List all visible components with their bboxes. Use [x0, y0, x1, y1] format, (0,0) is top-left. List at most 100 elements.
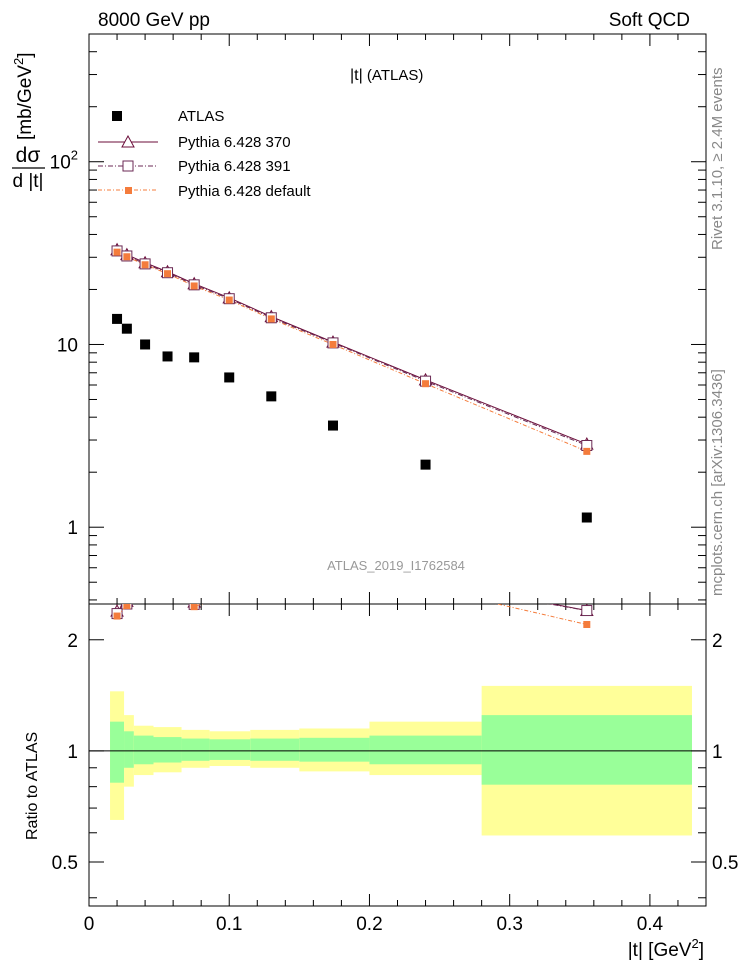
point-mcdefault [141, 261, 149, 269]
ratio-point-mcdefault [164, 580, 171, 587]
point-mcdefault [113, 248, 121, 256]
x-tick-label-0: 0 [84, 914, 95, 935]
main-series [110, 242, 594, 523]
point-atlas [140, 339, 151, 350]
point-mcdefault [123, 253, 131, 261]
ratio-tick-label-2-right: 2 [712, 631, 723, 652]
ratio-band-inner-bin [124, 731, 134, 768]
series-line-mcdefault [116, 251, 588, 452]
x-tick-label-0.1: 0.1 [216, 914, 242, 935]
y-axis-unit: [mb/GeV2] [11, 53, 36, 141]
y-tick-label-100: 102 [50, 148, 78, 174]
ratio-series [110, 574, 594, 628]
y-tick-label-100-base: 10 [50, 153, 71, 174]
ratio-point-mc370 [420, 574, 432, 585]
ratio-point-mc391 [581, 605, 593, 617]
point-atlas [189, 352, 200, 363]
legend-label-atlas: ATLAS [178, 108, 224, 125]
point-atlas [112, 313, 123, 324]
x-axis-title-post: ] [699, 940, 704, 961]
y-axis-unit-post: ] [15, 53, 36, 58]
ratio-band-inner-bin [110, 721, 125, 783]
point-atlas [121, 323, 132, 334]
y-axis-frac-num: dσ [16, 144, 41, 167]
axis-tick-labels: 1 10 102 0.5 1 2 0.5 1 2 0 0.1 0.2 0.3 0… [50, 148, 739, 935]
ratio-point-mc370 [327, 576, 339, 587]
ratio-band-inner-bin [209, 739, 251, 760]
point-atlas [266, 391, 277, 402]
legend-marker-atlas [112, 111, 122, 121]
ratio-line-mc370 [116, 604, 587, 612]
ratio-point-mc391 [421, 577, 431, 587]
ratio-point-mcdefault [190, 604, 198, 611]
point-mcdefault [164, 270, 172, 278]
ratio-band-inner-bin [481, 715, 692, 785]
ratio-point-mcdefault [583, 620, 591, 628]
ratio-tick-label-0.5-left: 0.5 [52, 853, 78, 874]
x-tick-label-0.2: 0.2 [356, 914, 382, 935]
y-axis-frac-den: d |t| [13, 171, 44, 192]
ratio-band-inner-bin [133, 735, 154, 765]
header-left: 8000 GeV pp [98, 10, 210, 31]
ratio-point-mcdefault [142, 586, 149, 593]
y-tick-label-10: 10 [57, 335, 78, 356]
ratio-band-inner-bin [369, 735, 482, 765]
legend-marker-pythia-391 [122, 160, 134, 172]
ratio-tick-label-0.5-right: 0.5 [712, 853, 738, 874]
axis-ticks [88, 33, 707, 906]
ratio-tick-label-2-left: 2 [67, 631, 78, 652]
y-axis-unit-exp: 2 [11, 58, 26, 65]
point-atlas [224, 372, 235, 383]
ratio-band-inner-bin [181, 738, 210, 761]
ratio-tick-label-1-right: 1 [712, 742, 723, 763]
point-mcdefault [190, 282, 198, 290]
ratio-uncertainty-bands [110, 685, 692, 836]
legend: ATLAS Pythia 6.428 370 Pythia 6.428 391 … [98, 108, 311, 200]
ratio-point-mc370 [162, 574, 174, 585]
y-axis-title-ratio: Ratio to ATLAS [24, 732, 41, 840]
point-mcdefault [267, 315, 275, 323]
point-atlas [420, 459, 431, 470]
point-mcdefault [225, 296, 233, 304]
rivet-info: Rivet 3.1.10, ≥ 2.4M events [709, 68, 726, 251]
ratio-point-mc391 [163, 577, 173, 587]
point-atlas [162, 351, 173, 362]
header-right: Soft QCD [609, 10, 690, 31]
plot-title-sub: (ATLAS) [363, 67, 424, 84]
x-axis-title: |t| [GeV2] [628, 936, 704, 961]
point-mcdefault [329, 340, 337, 348]
ratio-line-mc391 [116, 604, 587, 614]
y-tick-label-1: 1 [67, 518, 78, 539]
legend-label-pythia-391: Pythia 6.428 391 [178, 158, 291, 175]
series-line-mc391 [116, 250, 587, 446]
plot-title-main: |t| [350, 67, 363, 84]
legend-marker-pythia-default [125, 187, 132, 194]
ratio-point-mcdefault [113, 612, 121, 620]
x-axis-title-pre: |t| [GeV [628, 940, 692, 961]
legend-label-pythia-370: Pythia 6.428 370 [178, 134, 291, 151]
point-atlas [327, 420, 338, 431]
ratio-point-mc391 [266, 587, 276, 597]
ratio-band-inner-bin [250, 738, 300, 761]
ratio-tick-label-1-left: 1 [67, 742, 78, 763]
point-atlas [581, 512, 592, 523]
series-line-mc370 [116, 249, 587, 445]
ratio-point-mcdefault [268, 591, 275, 598]
ratio-point-mcdefault [329, 584, 336, 591]
x-tick-label-0.3: 0.3 [496, 914, 522, 935]
ratio-band-inner-bin [299, 737, 370, 762]
ratio-point-mc370 [265, 584, 277, 595]
mcplots-info: mcplots.cern.ch [arXiv:1306.3436] [709, 369, 726, 596]
plot-title: |t| (ATLAS) [350, 67, 423, 84]
x-axis-title-exp: 2 [691, 936, 698, 951]
legend-marker-pythia-370 [121, 134, 135, 148]
analysis-watermark: ATLAS_2019_I1762584 [327, 558, 465, 573]
legend-label-pythia-default: Pythia 6.428 default [178, 183, 311, 200]
point-mcdefault [583, 447, 591, 455]
ratio-point-mc391 [328, 579, 338, 589]
ratio-point-mcdefault [123, 604, 131, 610]
ratio-point-mc391 [140, 583, 150, 593]
x-tick-label-0.4: 0.4 [637, 914, 664, 935]
ratio-band-inner-bin [153, 737, 182, 763]
